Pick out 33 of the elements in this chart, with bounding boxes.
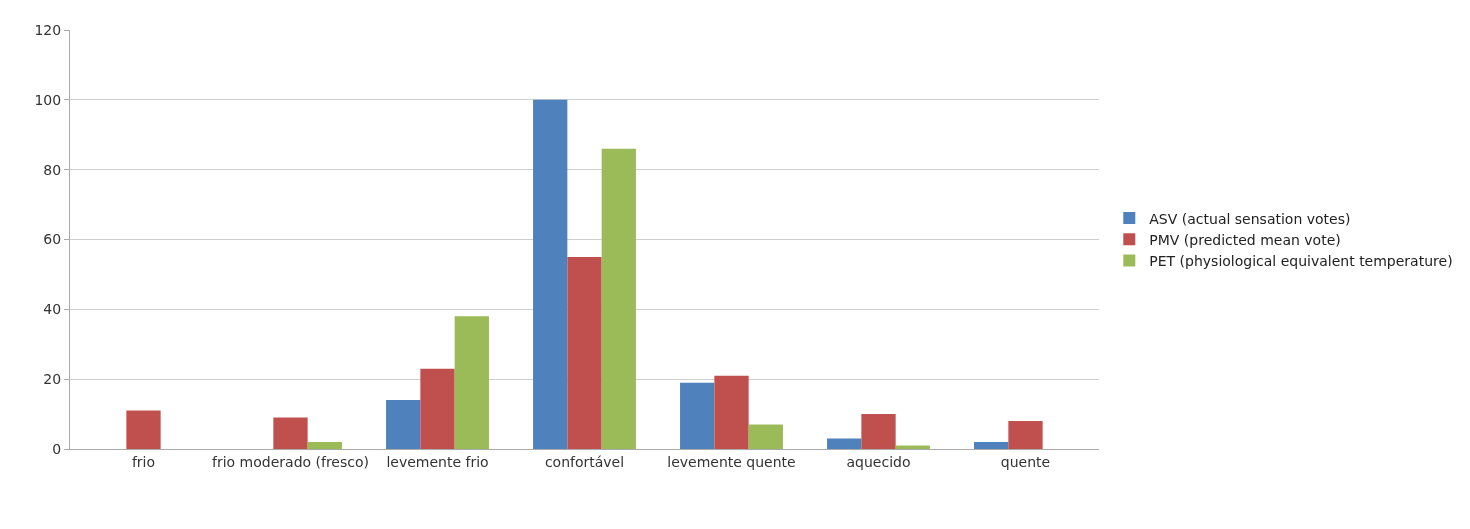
bar — [567, 256, 602, 449]
x-tick-label: confortável — [544, 453, 625, 470]
x-tick-label: levemente quente — [667, 453, 796, 470]
bar — [454, 316, 489, 449]
bar — [307, 442, 342, 449]
bar — [273, 417, 308, 449]
bar — [126, 410, 161, 449]
bar — [680, 382, 715, 449]
bar — [827, 438, 862, 449]
legend-label: ASV (actual sensation votes) — [1149, 210, 1351, 227]
y-tick-label: 0 — [52, 440, 62, 457]
x-tick-label: aquecido — [846, 453, 911, 470]
x-tick-label: levemente frio — [386, 453, 489, 470]
y-tick-label: 120 — [34, 21, 62, 38]
x-tick-label: frio — [131, 453, 156, 470]
bar — [420, 368, 455, 449]
bar — [974, 442, 1009, 449]
y-tick-label: 80 — [43, 161, 62, 178]
bar — [714, 375, 749, 449]
bar — [861, 414, 896, 449]
y-tick-label: 20 — [43, 371, 62, 388]
x-tick-label: quente — [1000, 453, 1051, 470]
bar — [748, 424, 783, 449]
bar — [386, 400, 421, 449]
bar — [1008, 421, 1043, 449]
y-tick-label: 40 — [43, 301, 62, 318]
y-tick-label: 60 — [43, 231, 62, 248]
legend-label: PET (physiological equivalent temperature) — [1149, 252, 1453, 269]
legend-label: PMV (predicted mean vote) — [1149, 231, 1341, 248]
x-tick-label: frio moderado (fresco) — [211, 453, 370, 470]
bar — [533, 99, 568, 449]
bar — [601, 148, 636, 449]
y-tick-label: 100 — [34, 91, 62, 108]
